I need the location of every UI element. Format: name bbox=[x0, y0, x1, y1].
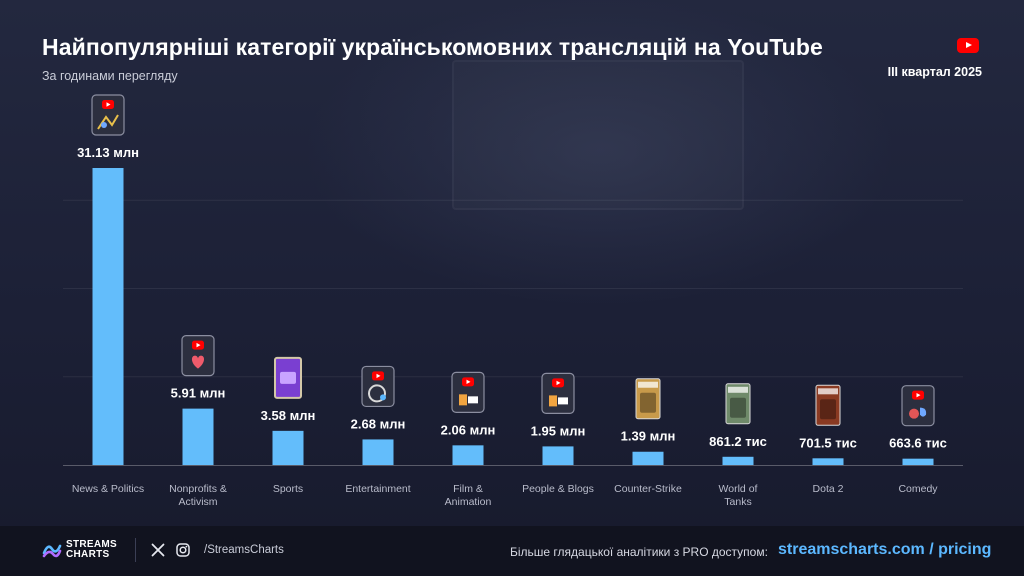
period-label: III квартал 2025 bbox=[887, 65, 982, 79]
dota-2-cover-icon bbox=[815, 384, 841, 426]
logo-line-1: STREAMS bbox=[66, 539, 117, 550]
value-label-7: 861.2 тис bbox=[709, 434, 767, 449]
bar-4 bbox=[452, 445, 484, 465]
film-animation-icon bbox=[451, 371, 485, 413]
streams-charts-logo-text: STREAMS CHARTS bbox=[66, 540, 126, 560]
category-label-6: Counter-Strike bbox=[614, 483, 682, 495]
nonprofits-heart-icon bbox=[181, 335, 215, 377]
counter-strike-cover-icon bbox=[635, 378, 661, 420]
instagram-icon[interactable] bbox=[176, 543, 190, 557]
bar-5 bbox=[542, 446, 574, 465]
value-label-2: 3.58 млн bbox=[261, 408, 316, 423]
category-label-1: Nonprofits & Activism bbox=[169, 483, 227, 508]
chart-title: Найпопулярніші категорії українськомовни… bbox=[42, 34, 823, 60]
bar-chart: 31.13 млн News & Politics 5.91 млн Nonprofi… bbox=[63, 94, 963, 508]
bar-0 bbox=[92, 168, 124, 465]
youtube-logo-icon bbox=[957, 38, 979, 53]
category-label-4: Film & Animation bbox=[445, 483, 492, 508]
footer-divider bbox=[135, 538, 136, 562]
value-label-0: 31.13 млн bbox=[77, 145, 139, 160]
world-of-tanks-cover-icon bbox=[725, 383, 751, 425]
value-label-6: 1.39 млн bbox=[621, 429, 676, 444]
social-handle[interactable]: /StreamsCharts bbox=[204, 544, 284, 556]
footer bbox=[0, 526, 1024, 576]
chart-subtitle: За годинами перегляду bbox=[42, 69, 178, 83]
value-label-1: 5.91 млн bbox=[171, 386, 226, 401]
pricing-link[interactable]: streamscharts.com / pricing bbox=[778, 541, 992, 558]
category-label-8: Dota 2 bbox=[813, 483, 844, 495]
news-politics-icon bbox=[91, 94, 125, 136]
category-label-3: Entertainment bbox=[345, 483, 410, 495]
category-label-7: World of Tanks bbox=[719, 483, 758, 508]
bar-3 bbox=[362, 439, 394, 465]
entertainment-icon bbox=[361, 365, 395, 408]
logo-line-2: CHARTS bbox=[66, 549, 110, 560]
bar-8 bbox=[812, 458, 844, 465]
background-monitor bbox=[452, 60, 744, 210]
value-label-9: 663.6 тис bbox=[889, 436, 947, 451]
promo-text: Більше глядацької аналітики з PRO доступ… bbox=[510, 545, 768, 559]
people-blogs-icon bbox=[541, 372, 575, 414]
category-label-2: Sports bbox=[273, 483, 303, 495]
value-label-4: 2.06 млн bbox=[441, 422, 496, 437]
bar-6 bbox=[632, 451, 664, 465]
bar-2 bbox=[272, 430, 304, 465]
value-label-5: 1.95 млн bbox=[531, 423, 586, 438]
value-label-3: 2.68 млн bbox=[351, 416, 406, 431]
comedy-icon bbox=[901, 385, 935, 427]
category-label-0: News & Politics bbox=[72, 483, 144, 495]
value-label-8: 701.5 тис bbox=[799, 435, 857, 450]
streams-charts-logo-icon bbox=[42, 544, 62, 558]
bar-7 bbox=[722, 456, 754, 465]
category-label-9: Comedy bbox=[898, 483, 938, 495]
category-label-5: People & Blogs bbox=[522, 483, 594, 495]
x-icon[interactable] bbox=[151, 543, 165, 557]
sports-icon bbox=[274, 356, 302, 399]
bar-1 bbox=[182, 408, 214, 465]
bar-9 bbox=[902, 458, 934, 465]
